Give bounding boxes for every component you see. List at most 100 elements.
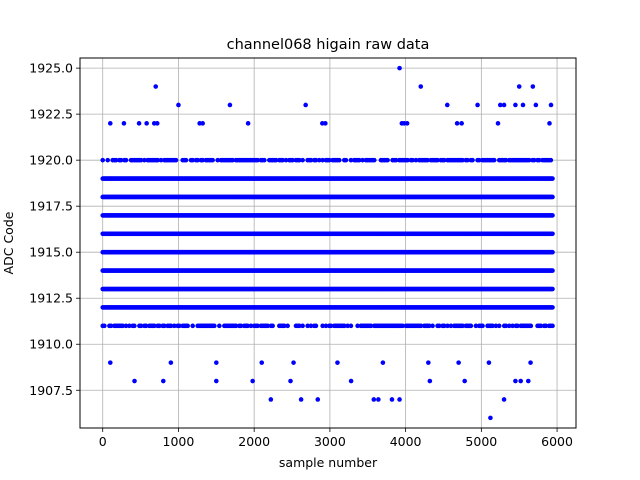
x-tick-label: 1000 bbox=[163, 434, 195, 449]
data-point-outlier bbox=[530, 84, 536, 89]
data-point bbox=[441, 323, 447, 329]
data-point-outlier bbox=[486, 360, 492, 365]
data-point bbox=[460, 323, 465, 329]
data-point bbox=[313, 323, 319, 329]
data-point bbox=[506, 323, 512, 329]
data-point-outlier bbox=[547, 121, 552, 126]
data-point-outlier bbox=[107, 121, 113, 126]
data-point bbox=[173, 157, 179, 163]
y-tick-label: 1910.0 bbox=[29, 337, 73, 352]
data-point bbox=[105, 157, 111, 163]
data-point bbox=[323, 323, 329, 329]
data-point bbox=[550, 305, 555, 310]
data-point bbox=[172, 323, 177, 329]
data-point bbox=[355, 323, 360, 329]
data-point-outlier bbox=[288, 378, 293, 384]
x-tick-label: 0 bbox=[99, 434, 107, 449]
data-point bbox=[300, 323, 305, 329]
data-point bbox=[473, 323, 479, 329]
data-point bbox=[515, 323, 520, 329]
data-point bbox=[493, 323, 499, 329]
data-point bbox=[238, 323, 244, 329]
data-point-outlier bbox=[495, 121, 501, 126]
data-point-outlier bbox=[475, 102, 480, 108]
data-point-outlier bbox=[548, 102, 554, 108]
data-point-outlier bbox=[136, 121, 142, 126]
data-point bbox=[436, 323, 442, 329]
data-point-outlier bbox=[154, 121, 160, 126]
data-point bbox=[320, 323, 325, 329]
data-point bbox=[108, 323, 114, 329]
data-point-outlier bbox=[303, 102, 308, 108]
data-point-outlier bbox=[501, 397, 507, 402]
x-tick-label: 2000 bbox=[238, 434, 270, 449]
y-tick-label: 1922.5 bbox=[29, 107, 73, 122]
data-point bbox=[543, 323, 549, 329]
data-point bbox=[177, 323, 182, 329]
data-point bbox=[345, 323, 350, 329]
data-point bbox=[127, 323, 132, 329]
data-point-outlier bbox=[227, 102, 233, 108]
data-point bbox=[270, 323, 275, 329]
data-point bbox=[426, 323, 432, 329]
x-axis-label: sample number bbox=[279, 455, 378, 470]
y-axis-label: ADC Code bbox=[1, 211, 16, 274]
data-point bbox=[217, 323, 222, 329]
data-point bbox=[430, 323, 435, 329]
data-point bbox=[550, 323, 555, 329]
data-point bbox=[548, 157, 554, 163]
data-point bbox=[262, 157, 267, 163]
data-point bbox=[445, 323, 450, 329]
data-point-outlier bbox=[132, 378, 137, 384]
data-point bbox=[212, 323, 217, 329]
data-point bbox=[328, 323, 334, 329]
x-tick-label: 6000 bbox=[541, 434, 573, 449]
data-point-outlier bbox=[389, 397, 395, 402]
data-point bbox=[123, 157, 129, 163]
data-point-outlier bbox=[525, 378, 531, 384]
data-point bbox=[371, 157, 377, 163]
y-tick-label: 1915.0 bbox=[29, 245, 73, 260]
data-point-outlier bbox=[259, 360, 265, 365]
data-point-outlier bbox=[444, 102, 450, 108]
x-tick-label: 4000 bbox=[390, 434, 422, 449]
data-point-outlier bbox=[520, 102, 526, 108]
data-point-outlier bbox=[268, 397, 274, 402]
data-point bbox=[368, 323, 374, 329]
data-point-outlier bbox=[298, 397, 304, 402]
x-tick-label: 3000 bbox=[314, 434, 346, 449]
data-point-outlier bbox=[488, 415, 493, 421]
data-point-outlier bbox=[107, 360, 113, 365]
data-point bbox=[491, 157, 497, 163]
data-point-outlier bbox=[528, 360, 533, 365]
data-point bbox=[308, 323, 314, 329]
data-point bbox=[510, 323, 515, 329]
data-point bbox=[343, 157, 349, 163]
data-point bbox=[123, 323, 129, 329]
data-point bbox=[336, 157, 342, 163]
data-point bbox=[255, 323, 260, 329]
data-point bbox=[550, 176, 555, 181]
data-point bbox=[162, 323, 167, 329]
data-point-outlier bbox=[376, 397, 381, 402]
data-point-outlier bbox=[348, 378, 354, 384]
data-point-outlier bbox=[454, 121, 460, 126]
data-point-outlier bbox=[516, 84, 522, 89]
data-point bbox=[210, 157, 215, 163]
y-tick-label: 1912.5 bbox=[29, 291, 73, 306]
data-point bbox=[185, 323, 190, 329]
x-tick-label: 5000 bbox=[465, 434, 497, 449]
y-tick-label: 1917.5 bbox=[29, 199, 73, 214]
data-point bbox=[385, 157, 390, 163]
data-point bbox=[496, 323, 502, 329]
data-point bbox=[503, 323, 509, 329]
data-point bbox=[157, 323, 162, 329]
data-point bbox=[245, 323, 250, 329]
data-point-outlier bbox=[144, 121, 149, 126]
data-point bbox=[143, 323, 149, 329]
data-point-outlier bbox=[397, 65, 402, 71]
data-point bbox=[550, 268, 555, 273]
data-point bbox=[550, 249, 555, 255]
data-point-outlier bbox=[397, 397, 402, 402]
